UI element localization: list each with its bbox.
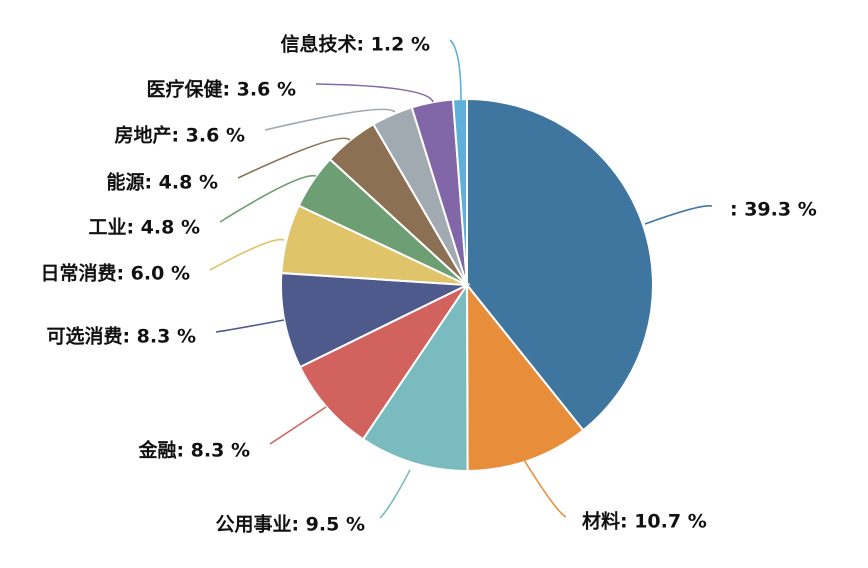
pie-slice-2 xyxy=(361,281,469,473)
leader-line-7 xyxy=(237,137,351,179)
leader-line-6 xyxy=(219,174,317,223)
pie-slice-3 xyxy=(298,282,470,441)
leader-line-4 xyxy=(215,319,285,333)
leader-line-9 xyxy=(315,83,434,103)
slice-label-3: 金融: 8.3 % xyxy=(137,439,250,462)
slice-label-0: : 39.3 % xyxy=(730,199,817,221)
leader-line-8 xyxy=(264,108,396,131)
slice-label-1: 材料: 10.7 % xyxy=(582,510,707,533)
slice-label-7: 能源: 4.8 % xyxy=(106,171,218,194)
leader-lines xyxy=(209,39,713,519)
leader-line-10 xyxy=(449,39,462,101)
leader-line-0 xyxy=(644,205,713,225)
leader-line-3 xyxy=(269,406,327,445)
slice-label-8: 房地产: 3.6 % xyxy=(114,124,245,147)
leader-line-2 xyxy=(379,469,411,519)
pie-slice-1 xyxy=(465,282,585,473)
slice-label-6: 工业: 4.8 % xyxy=(88,217,200,239)
pie-slice-10 xyxy=(451,97,468,286)
pie-slice-0 xyxy=(466,97,655,432)
slice-label-4: 可选消费: 8.3 % xyxy=(46,325,196,348)
slice-labels: : 39.3 % 材料: 10.7 % 公用事业: 9.5 % 金融: 8.3 % 可选… xyxy=(40,33,816,536)
slice-label-2: 公用事业: 9.5 % xyxy=(215,513,365,536)
leader-line-1 xyxy=(520,454,567,518)
slice-label-9: 医疗保健: 3.6 % xyxy=(146,78,296,101)
pie-slices xyxy=(280,97,655,473)
leader-line-5 xyxy=(209,238,285,271)
slice-label-5: 日常消费: 6.0 % xyxy=(40,262,190,285)
slice-label-10: 信息技术: 1.2 % xyxy=(280,33,430,56)
pie-slice-4 xyxy=(280,271,471,369)
